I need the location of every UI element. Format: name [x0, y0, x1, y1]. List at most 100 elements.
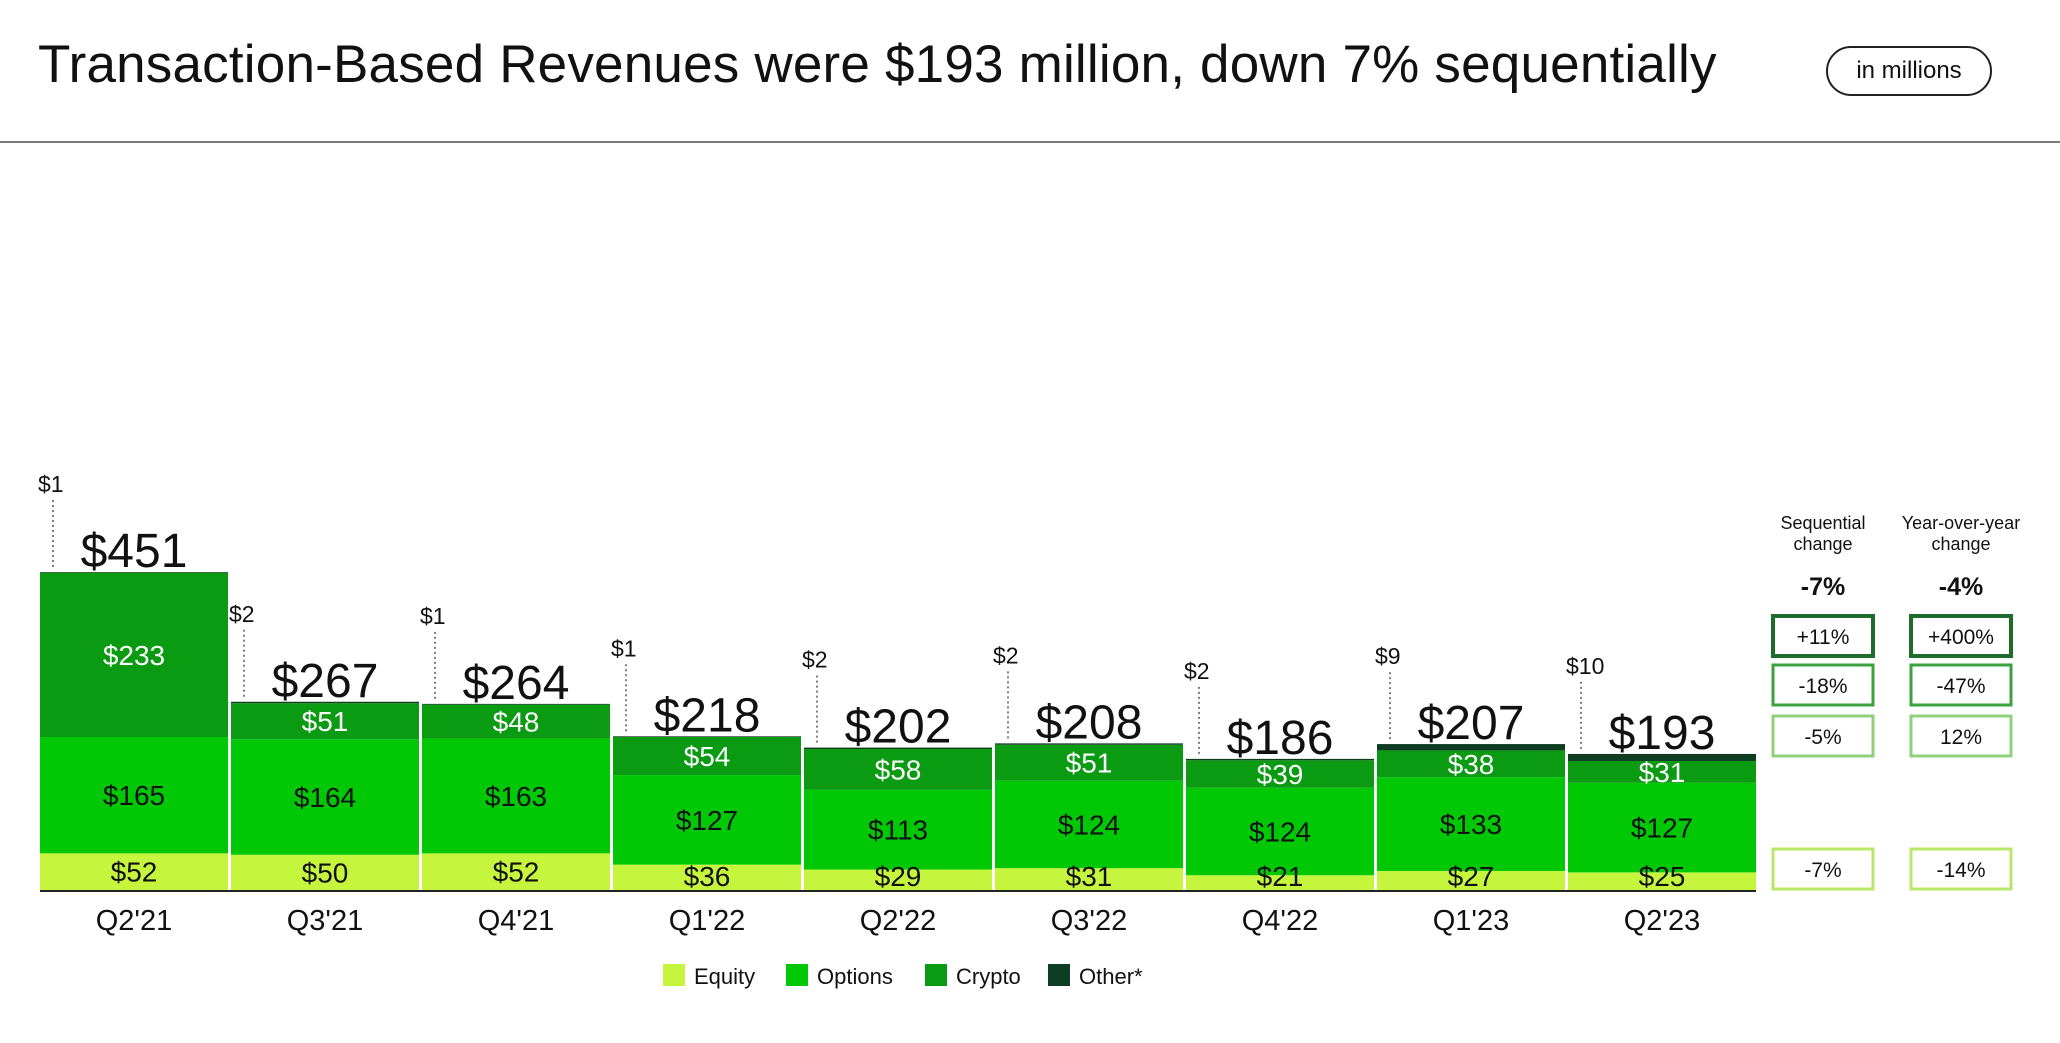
- label-other-5: $2: [993, 642, 1019, 668]
- sequential-total-change: -7%: [1801, 573, 1845, 601]
- total-label-4: $202: [845, 701, 952, 754]
- label-options-6: $124: [1249, 816, 1311, 847]
- sequential-options-change-box: [1771, 714, 1875, 758]
- units-badge: in millions: [1826, 46, 1992, 96]
- label-crypto-6: $39: [1257, 759, 1304, 790]
- yoy-options-change-box: [1909, 714, 2013, 758]
- category-label-2: Q4'21: [478, 905, 554, 937]
- label-other-8: $10: [1566, 653, 1604, 679]
- bar-crypto-7: [1377, 750, 1565, 778]
- label-equity-5: $31: [1066, 861, 1113, 892]
- category-label-7: Q1'23: [1433, 905, 1509, 937]
- legend-label-options: Options: [817, 964, 893, 989]
- bar-crypto-0: [40, 572, 228, 738]
- yoy-crypto-change-box: [1909, 663, 2013, 707]
- sequential-equity-change-box: [1771, 847, 1875, 891]
- yoy-other-change-box: [1909, 614, 2013, 658]
- yoy-header-line1: Year-over-year: [1902, 513, 2020, 533]
- label-options-3: $127: [676, 805, 738, 836]
- bar-equity-5: [995, 868, 1183, 890]
- label-crypto-5: $51: [1066, 748, 1113, 779]
- bar-crypto-4: [804, 749, 992, 790]
- bar-other-8: [1568, 753, 1756, 761]
- label-crypto-2: $48: [493, 707, 540, 738]
- label-options-5: $124: [1058, 809, 1120, 840]
- bar-crypto-1: [231, 703, 419, 740]
- yoy-equity-change-box: [1909, 847, 2013, 891]
- label-equity-1: $50: [302, 857, 349, 888]
- label-other-6: $2: [1184, 658, 1210, 684]
- yoy-other-change-value: +400%: [1928, 626, 1994, 649]
- bar-other-5: [995, 743, 1183, 745]
- bar-equity-8: [1568, 872, 1756, 890]
- bar-options-8: [1568, 782, 1756, 873]
- category-label-0: Q2'21: [96, 905, 172, 937]
- category-label-4: Q2'22: [860, 905, 936, 937]
- legend-swatch-equity: [663, 964, 685, 986]
- bar-crypto-2: [422, 704, 610, 739]
- sequential-header-line1: Sequential: [1780, 513, 1865, 533]
- bar-options-7: [1377, 777, 1565, 871]
- label-options-4: $113: [868, 815, 928, 846]
- bar-options-5: [995, 780, 1183, 869]
- category-label-3: Q1'22: [669, 905, 745, 937]
- label-crypto-1: $51: [302, 706, 349, 737]
- bar-crypto-6: [1186, 760, 1374, 788]
- bar-other-3: [613, 736, 801, 738]
- label-options-2: $163: [485, 781, 547, 812]
- total-label-1: $267: [272, 655, 379, 708]
- total-label-5: $208: [1036, 696, 1143, 749]
- legend-swatch-other: [1048, 964, 1070, 986]
- sequential-equity-change-value: -7%: [1804, 859, 1841, 882]
- yoy-total-change: -4%: [1939, 573, 1983, 601]
- bar-other-6: [1186, 758, 1374, 761]
- sequential-crypto-change-box: [1771, 663, 1875, 707]
- category-label-8: Q2'23: [1624, 905, 1700, 937]
- title-divider: [0, 141, 2060, 143]
- legend-label-crypto: Crypto: [956, 964, 1021, 989]
- total-label-7: $207: [1418, 697, 1525, 750]
- label-options-7: $133: [1440, 809, 1502, 840]
- bar-equity-6: [1186, 875, 1374, 890]
- label-equity-6: $21: [1257, 861, 1304, 892]
- yoy-header-line2: change: [1931, 534, 1990, 554]
- bar-options-1: [231, 739, 419, 855]
- legend-label-equity: Equity: [694, 964, 755, 989]
- label-options-8: $127: [1631, 813, 1693, 844]
- yoy-options-change-value: 12%: [1940, 726, 1982, 749]
- label-other-1: $2: [229, 601, 255, 627]
- bar-equity-7: [1377, 870, 1565, 890]
- legend-swatch-crypto: [925, 964, 947, 986]
- yoy-equity-change-value: -14%: [1936, 859, 1985, 882]
- bar-options-6: [1186, 787, 1374, 876]
- bar-options-3: [613, 775, 801, 865]
- sequential-other-change-value: +11%: [1797, 626, 1850, 649]
- label-crypto-8: $31: [1639, 757, 1686, 788]
- bar-crypto-5: [995, 744, 1183, 781]
- bar-equity-0: [40, 853, 228, 890]
- label-crypto-0: $233: [103, 640, 165, 671]
- sequential-options-change-value: -5%: [1804, 726, 1841, 749]
- sequential-other-change-box: [1771, 614, 1875, 658]
- label-options-1: $164: [294, 782, 356, 813]
- label-crypto-7: $38: [1448, 749, 1495, 780]
- label-equity-2: $52: [493, 857, 540, 888]
- bar-other-2: [422, 703, 610, 705]
- category-label-5: Q3'22: [1051, 905, 1127, 937]
- legend-swatch-options: [786, 964, 808, 986]
- label-equity-4: $29: [875, 861, 922, 892]
- total-label-0: $451: [81, 525, 188, 578]
- legend-label-other: Other*: [1079, 964, 1143, 989]
- label-options-0: $165: [103, 780, 165, 811]
- bar-crypto-8: [1568, 760, 1756, 783]
- sequential-header-line2: change: [1793, 534, 1852, 554]
- label-other-2: $1: [420, 603, 446, 629]
- label-equity-8: $25: [1639, 861, 1686, 892]
- total-label-2: $264: [463, 657, 570, 710]
- label-crypto-3: $54: [684, 741, 731, 772]
- total-label-3: $218: [654, 689, 761, 742]
- bar-other-1: [231, 701, 419, 704]
- label-other-0: $1: [38, 471, 64, 497]
- label-crypto-4: $58: [875, 754, 922, 785]
- label-other-4: $2: [802, 647, 828, 673]
